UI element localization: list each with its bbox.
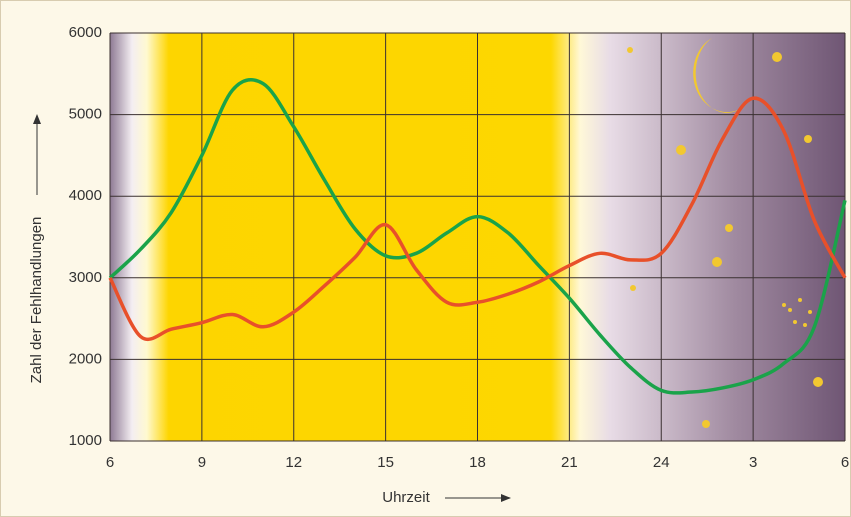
y-tick-label: 5000 <box>69 106 102 123</box>
star <box>627 47 633 53</box>
x-tick-label: 6 <box>841 454 849 471</box>
star <box>630 285 636 291</box>
x-tick-label: 18 <box>469 454 486 471</box>
chart: 1000 2000 3000 4000 5000 6000 6 9 12 15 18 21 24 3 6 Z… <box>0 0 851 517</box>
y-tick-label: 4000 <box>69 187 102 204</box>
x-tick-label: 24 <box>653 454 670 471</box>
star <box>725 224 733 232</box>
y-tick-label: 3000 <box>69 269 102 286</box>
star <box>813 377 823 387</box>
x-axis-label: Uhrzeit <box>382 489 430 506</box>
star <box>772 52 782 62</box>
star <box>676 145 686 155</box>
x-tick-label: 15 <box>377 454 394 471</box>
star <box>712 257 722 267</box>
y-axis-label: Zahl der Fehlhandlungen <box>28 217 45 384</box>
y-tick-label: 1000 <box>69 432 102 449</box>
x-tick-label: 6 <box>106 454 114 471</box>
x-tick-label: 12 <box>285 454 302 471</box>
star <box>702 420 710 428</box>
star <box>804 135 812 143</box>
y-tick-label: 2000 <box>69 350 102 367</box>
x-tick-label: 9 <box>198 454 206 471</box>
x-tick-label: 21 <box>561 454 578 471</box>
y-tick-label: 6000 <box>69 24 102 41</box>
x-tick-label: 3 <box>749 454 757 471</box>
